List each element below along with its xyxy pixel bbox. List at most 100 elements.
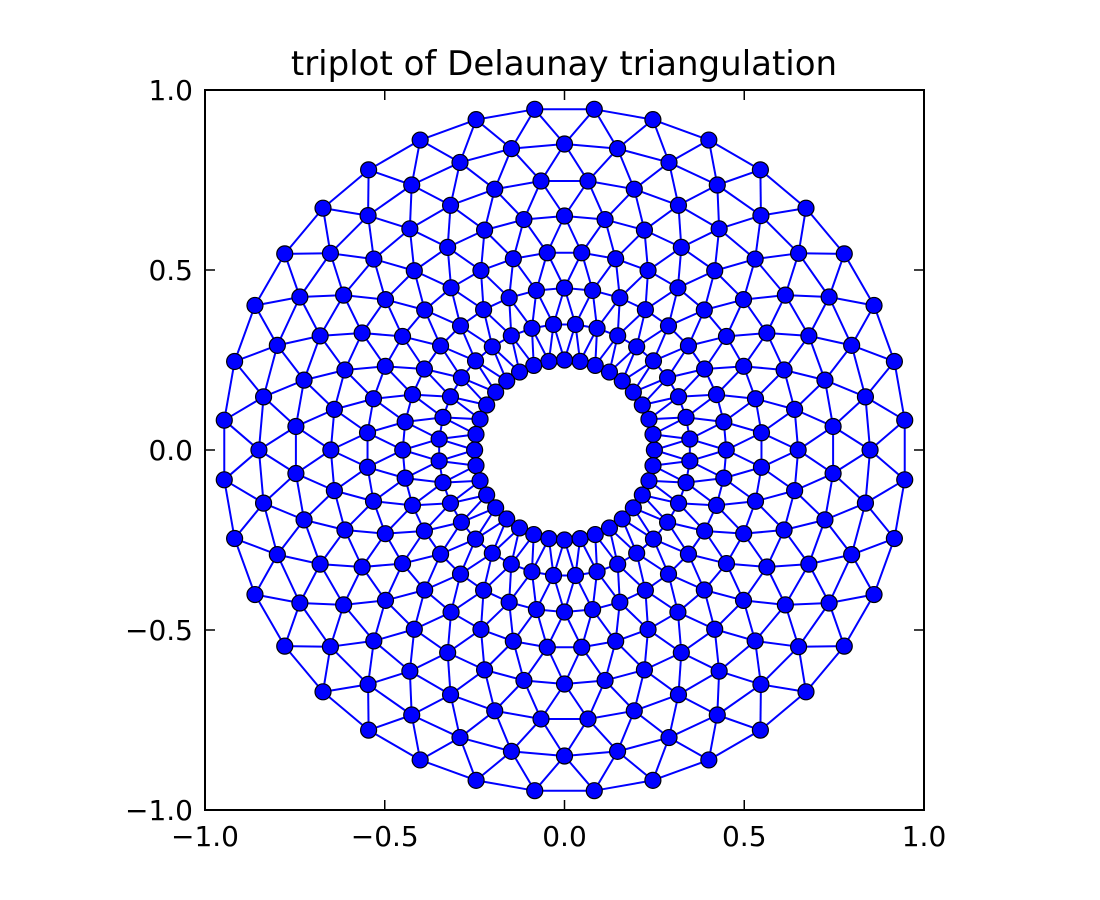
mesh-node [717, 327, 736, 346]
mesh-node [538, 244, 556, 262]
mesh-node [635, 661, 654, 679]
chart-title: triplot of Delaunay triangulation [291, 44, 837, 84]
axes-background [205, 90, 924, 810]
mesh-node [451, 317, 470, 335]
mesh-node [669, 279, 687, 297]
mesh-node [451, 728, 469, 747]
mesh-node [416, 301, 434, 319]
mesh-node [644, 352, 663, 370]
y-tick-label: 1.0 [148, 74, 193, 107]
mesh-node [786, 400, 804, 418]
mesh-node [695, 581, 713, 599]
mesh-node [700, 751, 718, 769]
mesh-node [555, 279, 574, 297]
mesh-node [411, 131, 429, 149]
mesh-node [644, 457, 662, 475]
mesh-node [393, 554, 412, 573]
mesh-edge [459, 147, 512, 164]
mesh-node [321, 244, 340, 262]
mesh-node [472, 620, 490, 639]
mesh-node [394, 441, 412, 459]
mesh-edge [257, 396, 265, 451]
mesh-edge [367, 184, 413, 217]
mesh-node [717, 441, 735, 459]
mesh-node [677, 474, 695, 492]
mesh-node [644, 771, 662, 789]
mesh-node [695, 360, 714, 378]
mesh-edge [873, 305, 896, 362]
mesh-node [502, 327, 520, 345]
y-tick-label: −0.5 [125, 614, 193, 647]
mesh-node [624, 383, 642, 401]
mesh-node [321, 638, 340, 656]
mesh-edge [411, 161, 461, 186]
mesh-node [376, 290, 395, 309]
mesh-node [861, 441, 879, 459]
mesh-node [672, 238, 690, 256]
mesh-node [502, 140, 521, 158]
mesh-node [555, 603, 574, 621]
mesh-node [405, 262, 423, 280]
mesh-node [430, 452, 448, 470]
mesh-node [441, 494, 460, 512]
mesh-node [359, 675, 377, 694]
mesh-edge [257, 449, 265, 504]
mesh-node [816, 511, 834, 529]
mesh-edge [805, 645, 846, 693]
mesh-edge [668, 714, 718, 739]
mesh-node [527, 281, 546, 300]
mesh-node [820, 288, 838, 306]
mesh-node [291, 594, 309, 612]
mesh-node [717, 554, 736, 573]
mesh-node [613, 372, 631, 390]
mesh-edge [283, 645, 324, 693]
mesh-node [708, 706, 726, 724]
mesh-node [523, 563, 541, 581]
mesh-node [396, 469, 414, 487]
mesh-node [573, 244, 591, 262]
mesh-node [487, 499, 505, 517]
y-tick-label: 0.5 [148, 254, 193, 287]
mesh-node [555, 135, 574, 153]
mesh-node [865, 296, 883, 315]
mesh-node [555, 351, 574, 369]
mesh-node [411, 751, 429, 769]
mesh-node [452, 369, 471, 387]
mesh-edge [459, 736, 512, 753]
mesh-node [625, 180, 643, 198]
x-tick-label: 1.0 [902, 820, 947, 853]
mesh-node [752, 458, 771, 476]
mesh-node [416, 581, 434, 599]
mesh-node [706, 620, 724, 638]
mesh-node [735, 525, 753, 543]
mesh-node [336, 521, 354, 539]
mesh-node [430, 430, 448, 448]
mesh-node [215, 411, 233, 429]
mesh-node [885, 352, 903, 371]
mesh-node [325, 400, 343, 418]
mesh-edge [322, 691, 370, 731]
mesh-node [478, 486, 496, 504]
mesh-node [325, 482, 343, 500]
mesh-node [532, 172, 550, 190]
mesh-node [607, 250, 625, 268]
mesh-node [442, 279, 460, 297]
mesh-edge [283, 207, 324, 255]
mesh-node [644, 111, 662, 129]
mesh-node [700, 131, 718, 149]
mesh-node [544, 315, 563, 334]
mesh-node [502, 742, 521, 760]
mesh-node [403, 385, 422, 404]
mesh-edge [299, 252, 332, 298]
mesh-node [439, 644, 457, 662]
mesh-node [596, 671, 614, 690]
mesh-node [752, 206, 770, 225]
mesh-node [291, 288, 309, 306]
mesh-node [624, 499, 642, 517]
mesh-node [608, 742, 627, 760]
mesh-edge [652, 759, 710, 782]
mesh-node [466, 530, 485, 548]
mesh-nodes [215, 100, 914, 800]
mesh-node [555, 531, 574, 549]
mesh-node [226, 352, 244, 371]
